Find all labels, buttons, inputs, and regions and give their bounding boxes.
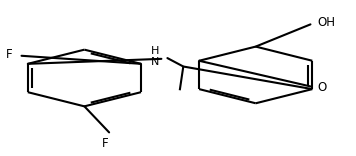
- Text: F: F: [102, 137, 109, 150]
- Text: F: F: [6, 48, 13, 61]
- Text: N: N: [151, 57, 159, 67]
- Text: OH: OH: [318, 16, 335, 29]
- Text: H: H: [151, 46, 159, 56]
- Text: O: O: [318, 81, 327, 95]
